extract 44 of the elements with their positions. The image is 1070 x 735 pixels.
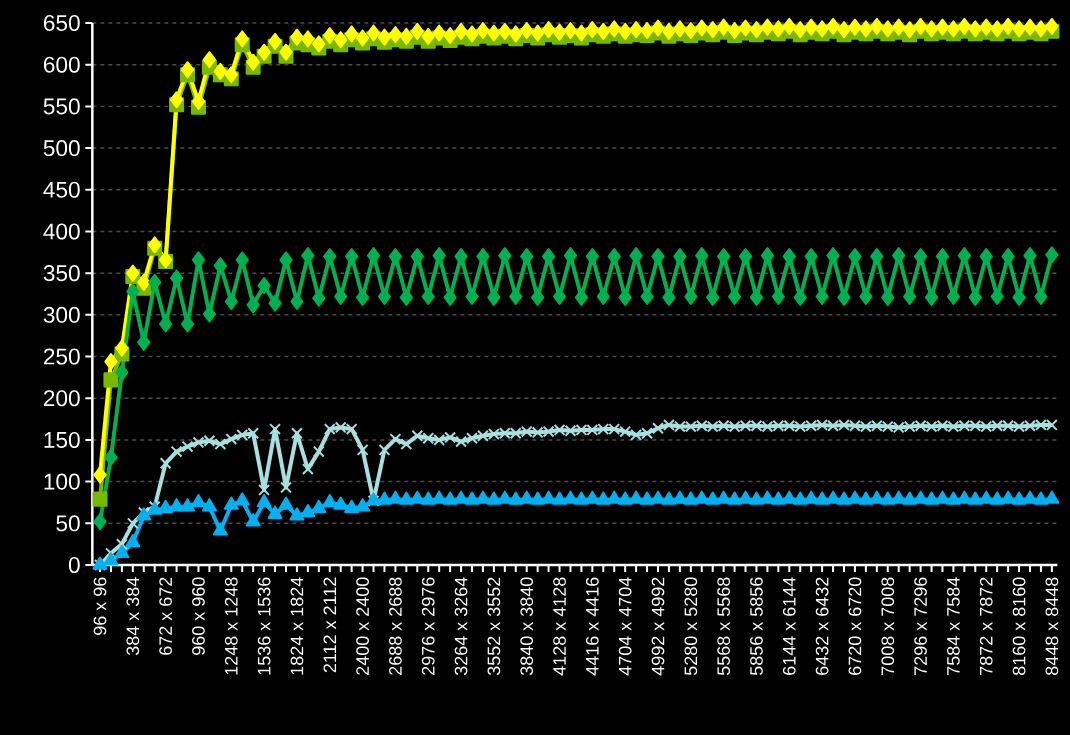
x-tick-label: 4992 x 4992 xyxy=(651,577,665,676)
y-tick-label: 0 xyxy=(68,556,80,574)
x-tick-label: 3264 x 3264 xyxy=(454,577,468,676)
x-tick-label: 7296 x 7296 xyxy=(914,577,927,675)
x-tick-label: 8160 x 8160 xyxy=(1012,577,1026,676)
x-tick-label: 4416 x 4416 xyxy=(585,577,599,676)
x-tick-label: 2976 x 2976 xyxy=(421,577,435,675)
x-tick-label: 96 x 96 xyxy=(93,577,107,635)
y-tick-label: 50 xyxy=(56,515,80,532)
y-tick-label: 150 xyxy=(44,431,80,448)
y-tick-label: 100 xyxy=(44,473,80,490)
y-tick-label: 300 xyxy=(43,306,80,323)
x-tick-label: 1824 x 1824 xyxy=(290,577,304,675)
y-tick-label: 500 xyxy=(43,140,80,157)
x-tick-label: 5568 x 5568 xyxy=(717,577,731,676)
y-tick-label: 550 xyxy=(43,98,80,115)
x-tick-label: 4704 x 4704 xyxy=(618,577,632,676)
y-tick-label: 250 xyxy=(43,348,80,365)
x-tick-label: 2112 x 2112 xyxy=(323,577,337,673)
x-tick-label: 2688 x 2688 xyxy=(389,577,402,675)
x-tick-label: 384 x 384 xyxy=(126,577,140,656)
x-tick-label: 1536 x 1536 xyxy=(257,577,271,675)
x-tick-label: 7872 x 7872 xyxy=(979,577,993,675)
x-tick-label: 1248 x 1248 xyxy=(224,577,238,675)
x-tick-label: 5280 x 5280 xyxy=(684,577,698,676)
x-tick-label: 2400 x 2400 xyxy=(356,577,369,675)
x-tick-label: 8448 x 8448 xyxy=(1045,577,1059,676)
x-tick-label: 672 x 672 xyxy=(159,577,173,655)
x-tick-label: 6720 x 6720 xyxy=(848,577,862,675)
y-tick-label: 200 xyxy=(43,390,80,407)
x-tick-label: 6144 x 6144 xyxy=(782,577,796,675)
x-tick-label: 7584 x 7584 xyxy=(947,577,960,675)
x-tick-label: 3840 x 3840 xyxy=(520,577,534,676)
x-tick-label: 5856 x 5856 xyxy=(750,577,763,676)
x-tick-label: 6432 x 6432 xyxy=(815,577,829,675)
x-tick-label: 7008 x 7008 xyxy=(881,577,895,675)
y-tick-label: 450 xyxy=(43,181,80,198)
y-tick-label: 350 xyxy=(43,265,80,282)
x-tick-label: 3552 x 3552 xyxy=(487,577,501,676)
y-tick-label: 400 xyxy=(43,223,80,240)
x-tick-label: 960 x 960 xyxy=(192,577,205,655)
y-tick-label: 650 xyxy=(43,14,80,32)
y-tick-label: 600 xyxy=(43,56,80,73)
x-tick-label: 4128 x 4128 xyxy=(553,577,566,676)
